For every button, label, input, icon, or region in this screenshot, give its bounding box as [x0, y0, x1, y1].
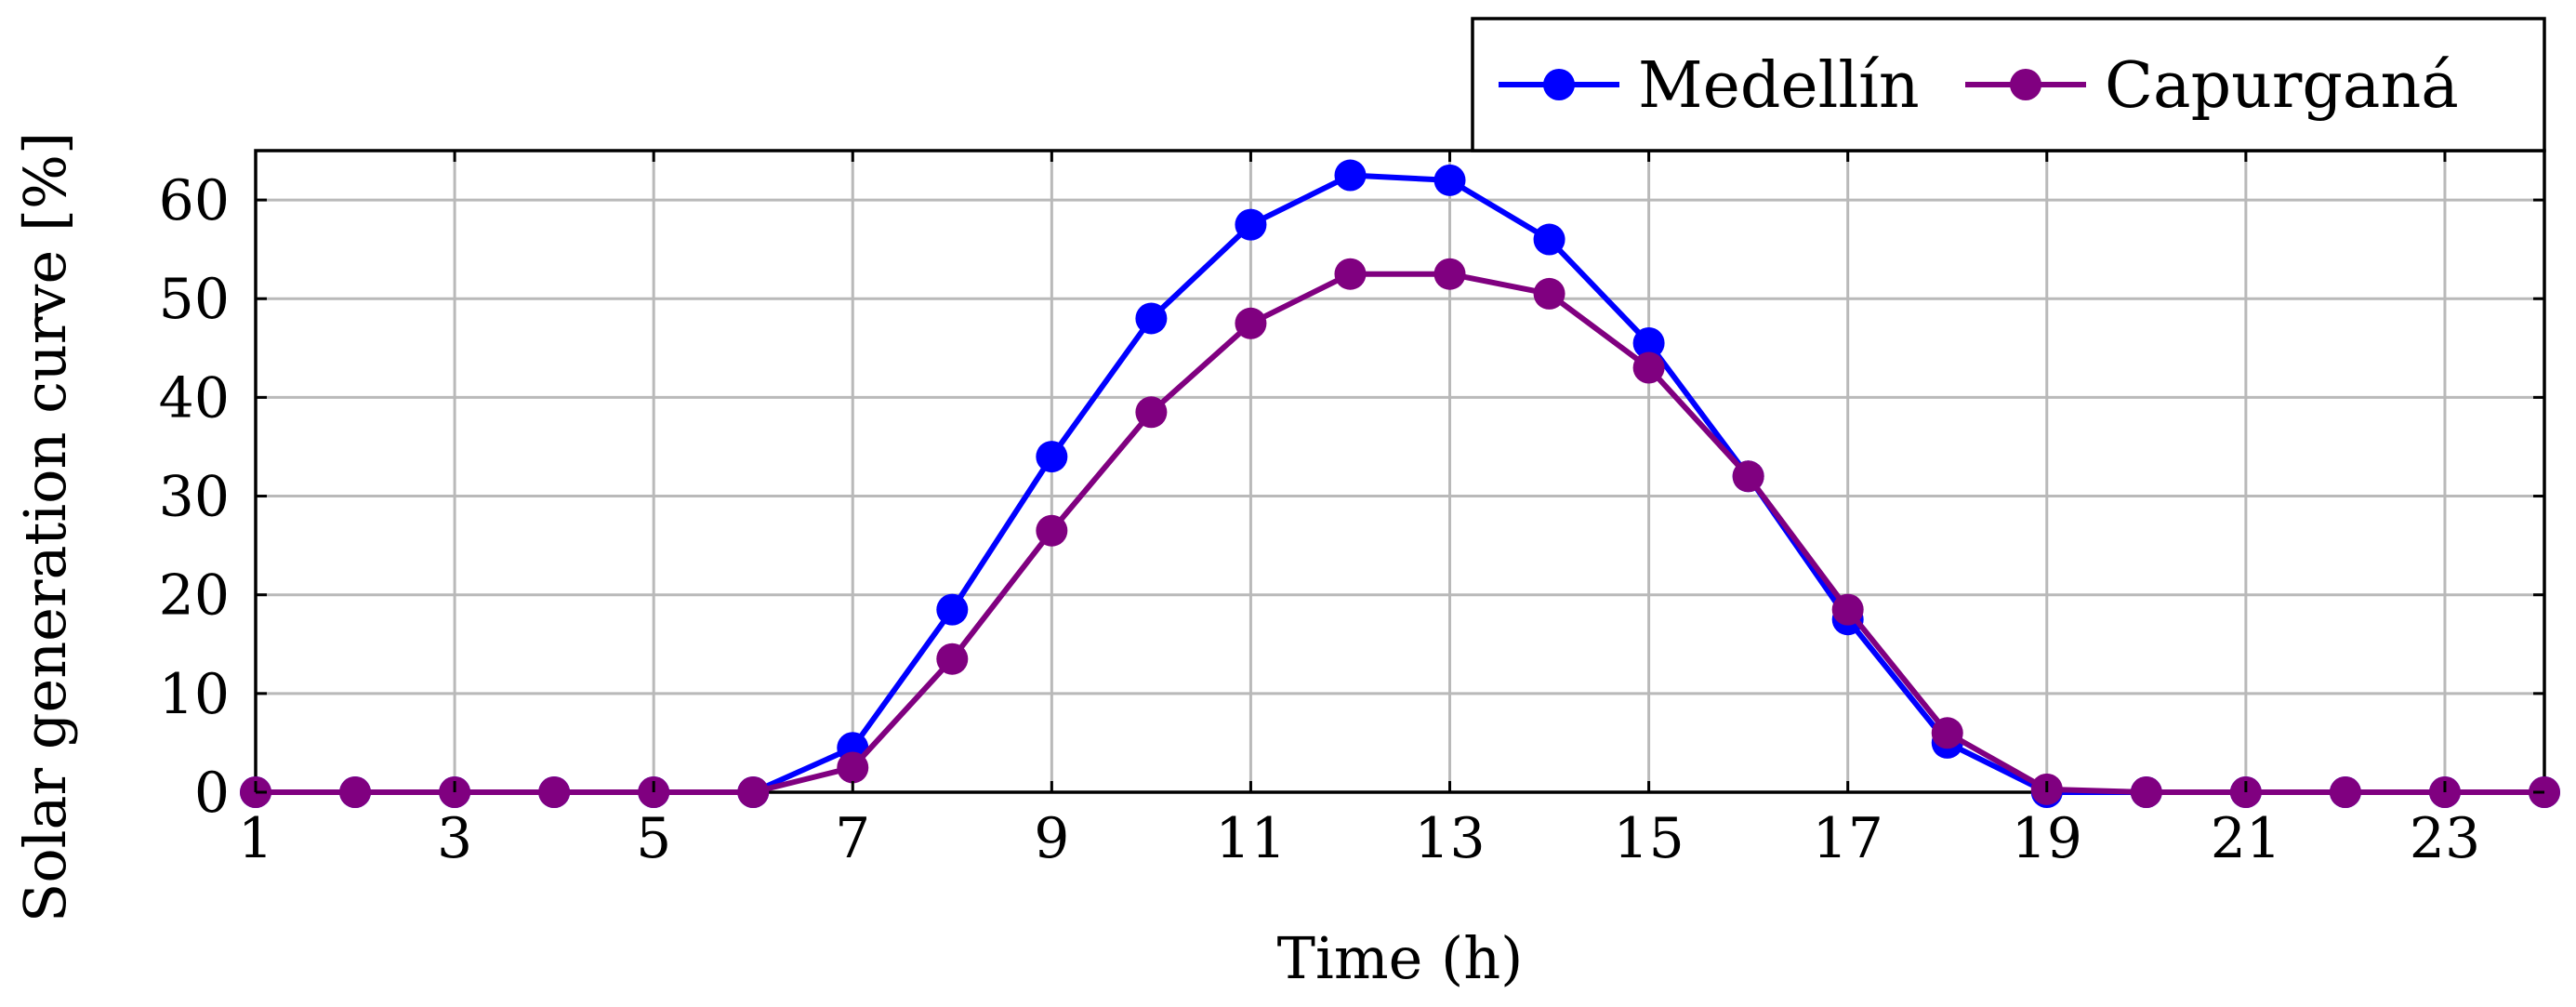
capurgana-point [936, 643, 969, 675]
capurgana-point [538, 776, 571, 808]
grid-lines [254, 151, 2544, 794]
x-tick-label: 1 [238, 806, 273, 871]
y-tick-label: 10 [159, 662, 230, 727]
x-tick-label: 9 [1034, 806, 1069, 871]
capurgana-point [1632, 351, 1665, 384]
y-tick-label: 30 [159, 465, 230, 530]
medellin-point [1334, 159, 1367, 192]
x-tick-label: 13 [1414, 806, 1485, 871]
y-tick-label: 50 [159, 267, 230, 332]
series-capurgana [240, 258, 2560, 808]
capurgana-point [1036, 514, 1068, 547]
y-tick-label: 40 [159, 365, 230, 431]
legend-entry-capurgana: Capurganá [1965, 49, 2459, 123]
plot-frame [254, 149, 2546, 794]
capurgana-point [339, 776, 372, 808]
capurgana-line [256, 271, 2544, 795]
capurgana-point [1533, 277, 1565, 310]
capurgana-point [1732, 460, 1764, 493]
capurgana-point [1135, 396, 1168, 429]
medellin-point [1135, 302, 1168, 335]
y-tick-label: 60 [159, 168, 230, 233]
medellin-point [1235, 208, 1267, 241]
capurgana-point [737, 776, 770, 808]
x-axis-label: Time (h) [1277, 924, 1524, 992]
medellin-point [1036, 441, 1068, 473]
legend-entry-medellin: Medellín [1499, 49, 1920, 123]
capurgana-point [837, 751, 869, 784]
x-tick-label: 21 [2211, 806, 2281, 871]
capurgana-point [2130, 776, 2162, 808]
capurgana-point [1831, 593, 1864, 626]
capurgana-point [1334, 258, 1367, 290]
y-axis-label: Solar generation curve [%] [11, 132, 79, 922]
x-axis-ticks: 1 3 5 7 9 11 13 15 17 19 21 23 [238, 151, 2480, 871]
x-tick-label: 17 [1813, 806, 1883, 871]
legend-label-medellin: Medellín [1638, 49, 1920, 123]
x-tick-label: 23 [2410, 806, 2480, 871]
x-tick-label: 5 [636, 806, 671, 871]
x-tick-label: 11 [1215, 806, 1286, 871]
legend-marker-medellin [1543, 69, 1575, 100]
capurgana-point [1433, 258, 1466, 290]
y-axis-ticks: 0 10 20 30 40 50 60 [159, 168, 2544, 826]
legend-marker-capurgana [2010, 69, 2041, 100]
x-tick-label: 19 [2012, 806, 2082, 871]
capurgana-point [1931, 717, 1963, 749]
medellin-point [936, 593, 969, 626]
legend-label-capurgana: Capurganá [2105, 49, 2459, 123]
y-tick-label: 0 [194, 761, 230, 826]
medellin-point [1433, 164, 1466, 196]
x-tick-label: 7 [835, 806, 870, 871]
capurgana-point [2329, 776, 2361, 808]
medellin-line [256, 172, 2544, 795]
series-medellin [240, 159, 2560, 808]
medellin-point [1533, 223, 1565, 256]
y-tick-label: 20 [159, 563, 230, 629]
series-layer [240, 159, 2560, 808]
x-tick-label: 3 [437, 806, 472, 871]
capurgana-point [1235, 307, 1267, 339]
legend: Medellín Capurganá [1471, 17, 2546, 152]
medellin-point [1632, 327, 1665, 359]
x-tick-label: 15 [1613, 806, 1684, 871]
